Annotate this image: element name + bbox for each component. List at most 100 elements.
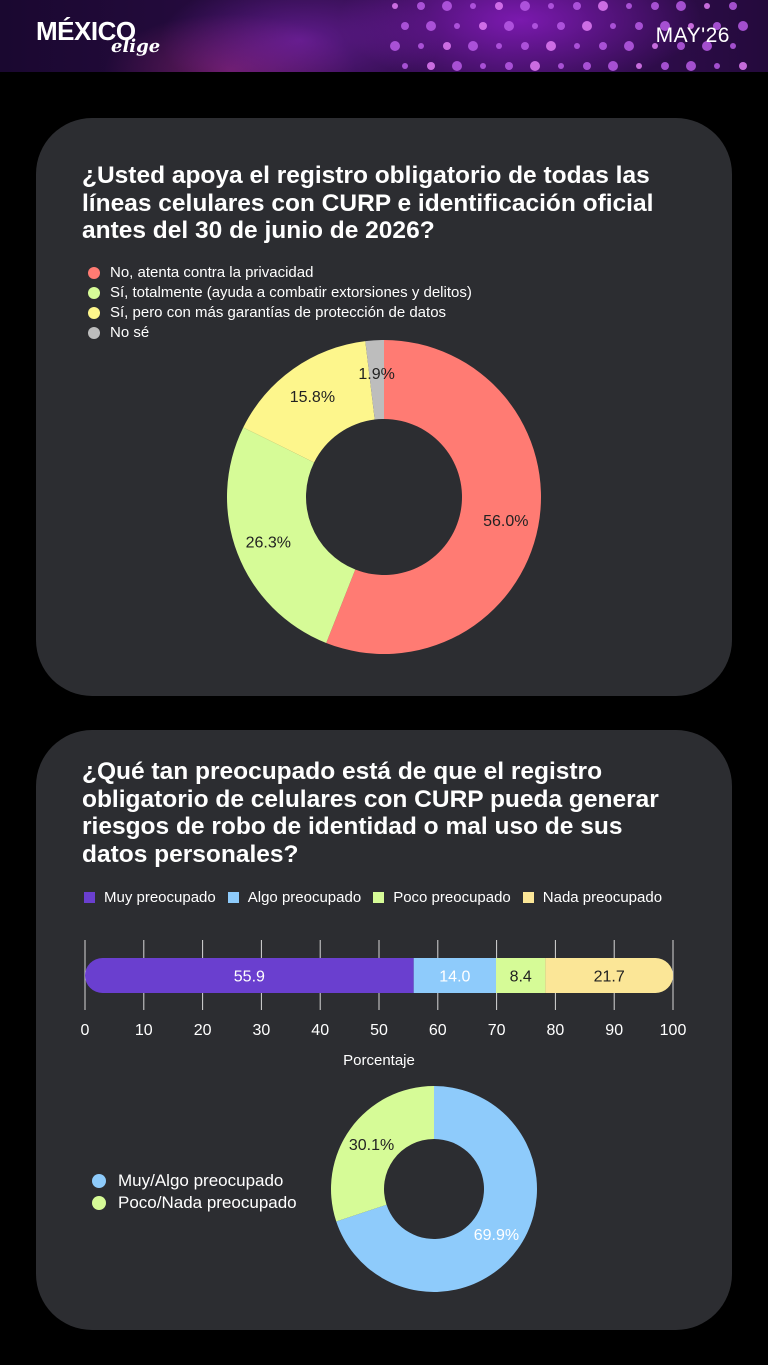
legend-color-dot: [88, 287, 100, 299]
header-dot: [557, 22, 565, 30]
header-dot: [480, 63, 486, 69]
logo-main-text: MÉXICO: [36, 16, 136, 46]
legend-label: Sí, totalmente (ayuda a combatir extorsi…: [110, 284, 472, 301]
legend-item: Sí, totalmente (ayuda a combatir extorsi…: [88, 283, 472, 303]
header-dot: [635, 22, 643, 30]
header-dot: [677, 42, 685, 50]
q2-slice-label: 69.9%: [474, 1227, 519, 1244]
legend-color-square: [227, 892, 239, 903]
x-tick-label: 40: [311, 1022, 329, 1039]
q1-slice-label: 15.8%: [290, 389, 335, 406]
header-dot: [652, 43, 658, 49]
bar-segment-poco-preocupado: [496, 958, 546, 993]
legend-label: Algo preocupado: [247, 889, 362, 906]
q2-slice-muy-algo-preocupado: [336, 1086, 537, 1292]
legend-label: Poco/Nada preocupado: [118, 1193, 297, 1212]
legend-item: No sé: [88, 323, 472, 343]
question2-bar-legend: Muy preocupado Algo preocupado Poco preocu…: [84, 889, 674, 906]
legend-item: Poco/Nada preocupado: [92, 1192, 297, 1214]
header-dot: [401, 22, 409, 30]
header-dot: [739, 62, 747, 70]
header-dot: [443, 42, 451, 50]
x-tick-label: 90: [605, 1022, 623, 1039]
header-dot: [468, 41, 478, 51]
legend-item: Muy preocupado: [84, 889, 216, 906]
legend-label: Nada preocupado: [542, 889, 663, 906]
x-tick-label: 100: [660, 1022, 687, 1039]
header-dot: [479, 22, 487, 30]
header-dot: [599, 42, 607, 50]
legend-item: Sí, pero con más garantías de protección…: [88, 303, 472, 323]
legend-label: No, atenta contra la privacidad: [110, 264, 314, 281]
header-dot-pattern: [390, 1, 748, 71]
q1-slice-label: 56.0%: [483, 513, 528, 530]
legend-color-square: [84, 892, 95, 903]
header-dot: [738, 21, 748, 31]
bar-value-label: 14.0: [439, 969, 470, 986]
header-dot: [495, 2, 503, 10]
header-dot: [546, 41, 556, 51]
q1-slice-no-se: [365, 340, 384, 420]
header-dot: [504, 21, 514, 31]
legend-label: Sí, pero con más garantías de protección…: [110, 304, 447, 321]
x-axis-label: Porcentaje: [343, 1052, 415, 1069]
q1-slice-si-pero-con-mas-garantias-de-proteccion-de-datos: [243, 341, 375, 463]
legend-label: Muy/Algo preocupado: [118, 1171, 284, 1190]
legend-item: Nada preocupado: [522, 889, 663, 906]
x-tick-label: 30: [253, 1022, 271, 1039]
legend-color-dot: [88, 307, 100, 319]
header-dot: [714, 63, 720, 69]
legend-item: Muy/Algo preocupado: [92, 1170, 297, 1192]
header-dot: [558, 63, 564, 69]
header-dot: [713, 22, 721, 30]
header-dot: [582, 21, 592, 31]
question1-legend: No, atenta contra la privacidad Sí, total…: [88, 263, 472, 343]
header-dot: [660, 21, 670, 31]
legend-label: No sé: [110, 324, 150, 341]
legend-label: Muy preocupado: [104, 889, 216, 906]
header-dot: [688, 23, 694, 29]
header-dot: [598, 1, 608, 11]
x-tick-label: 20: [194, 1022, 212, 1039]
header-dot: [520, 1, 530, 11]
bar-value-label: 21.7: [594, 969, 625, 986]
header-dot: [661, 62, 669, 70]
header-dot: [417, 2, 425, 10]
header-dot: [610, 23, 616, 29]
legend-color-dot: [88, 267, 100, 279]
header-dot: [573, 2, 581, 10]
header-dot: [626, 3, 632, 9]
header-dot: [729, 2, 737, 10]
x-tick-label: 80: [547, 1022, 565, 1039]
x-tick-label: 70: [488, 1022, 506, 1039]
date-label: MAY'26: [655, 24, 730, 47]
header-dot: [470, 3, 476, 9]
q1-slice-no-atenta-contra-la-privacidad: [326, 340, 541, 654]
header-dot: [418, 43, 424, 49]
header-banner: MÉXICO elige MAY'26: [0, 0, 768, 72]
header-dot: [530, 61, 540, 71]
question1-card: ¿Usted apoya el registro obligatorio de …: [36, 118, 732, 696]
logo-sub-text: elige: [111, 36, 161, 57]
header-dot: [521, 42, 529, 50]
bar-segment-muy-preocupado: [85, 958, 414, 993]
logo: MÉXICO elige: [36, 16, 160, 57]
header-dot: [624, 41, 634, 51]
header-dot: [574, 43, 580, 49]
question2-stacked-bar-chart: 55.9 14.0 8.4 21.7 0 10 20 30 40 50 60 70 80 90 100 Por…: [81, 940, 687, 1292]
bar-value-label: 55.9: [234, 969, 265, 986]
legend-label: Poco preocupado: [393, 889, 511, 906]
header-dot: [402, 63, 408, 69]
bar-value-label: 8.4: [510, 969, 532, 986]
question2-donut-legend: Muy/Algo preocupado Poco/Nada preocupado: [92, 1170, 297, 1214]
header-dot: [608, 61, 618, 71]
q2-slice-label: 30.1%: [349, 1137, 394, 1154]
question1-donut-chart: 56.0% 26.3% 15.8% 1.9%: [226, 340, 541, 654]
header-dot: [496, 43, 502, 49]
header-dot: [426, 21, 436, 31]
header-dot: [454, 23, 460, 29]
header-dot: [583, 62, 591, 70]
x-tick-label: 50: [370, 1022, 388, 1039]
legend-color-dot: [92, 1196, 106, 1210]
q1-slice-label: 26.3%: [246, 535, 291, 552]
